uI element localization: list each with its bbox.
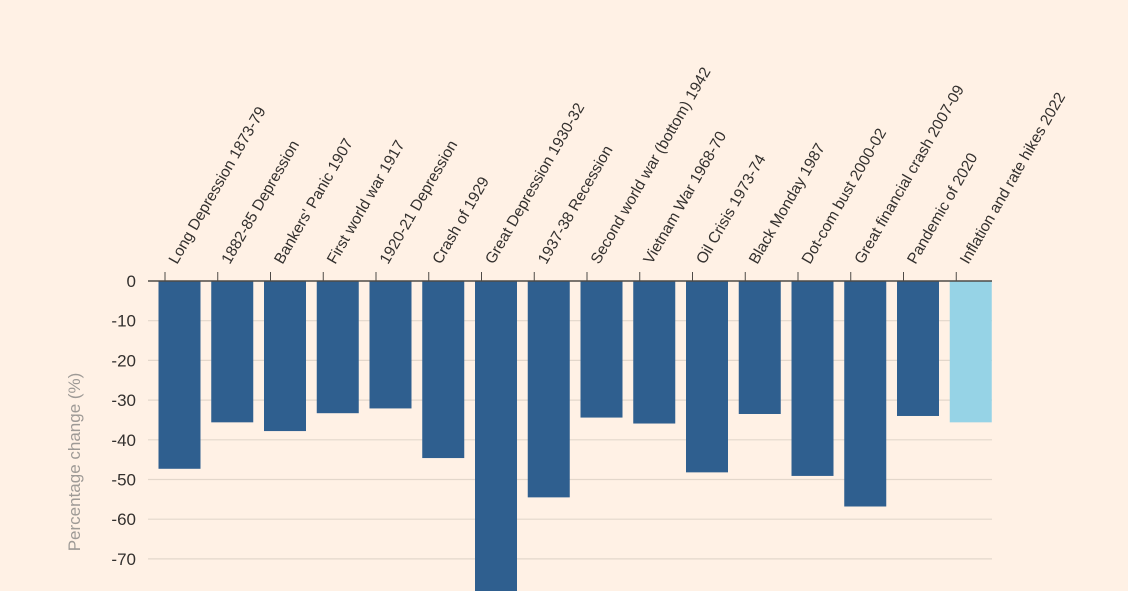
- y-tick-label: -60: [111, 510, 136, 529]
- axes: [148, 272, 992, 282]
- bar: [686, 281, 728, 473]
- bar: [369, 281, 412, 409]
- category-label: Inflation and rate hikes 2022: [957, 90, 1069, 267]
- bar: [475, 281, 517, 591]
- bar: [422, 281, 465, 459]
- bar: [211, 281, 254, 423]
- y-tick-label: -40: [111, 431, 136, 450]
- y-axis-label: Percentage change (%): [65, 373, 84, 552]
- bar: [158, 281, 201, 469]
- y-tick-label: -80: [111, 590, 136, 591]
- bar: [633, 281, 676, 424]
- y-tick-label: -10: [111, 312, 136, 331]
- y-tick-label: -70: [111, 550, 136, 569]
- bar: [844, 281, 887, 507]
- bar: [580, 281, 623, 418]
- category-label: Great financial crash 2007-09: [851, 82, 967, 267]
- bar: [264, 281, 306, 432]
- category-label: Long Depression 1873-79: [166, 104, 270, 267]
- y-tick-labels: 0 -10 -20 -30 -40 -50 -60 -70 -80: [111, 272, 136, 591]
- category-label: Great Depression 1930-32: [482, 100, 588, 267]
- bar: [791, 281, 834, 476]
- category-label: Crash of 1929: [429, 174, 492, 267]
- bars: [158, 281, 992, 591]
- bar: [949, 281, 992, 423]
- bar: [738, 281, 781, 414]
- y-tick-label: -50: [111, 471, 136, 490]
- y-tick-label: 0: [127, 272, 136, 291]
- y-tick-label: -30: [111, 391, 136, 410]
- bar: [527, 281, 570, 498]
- y-tick-label: -20: [111, 351, 136, 370]
- bar: [316, 281, 359, 414]
- bar: [897, 281, 939, 416]
